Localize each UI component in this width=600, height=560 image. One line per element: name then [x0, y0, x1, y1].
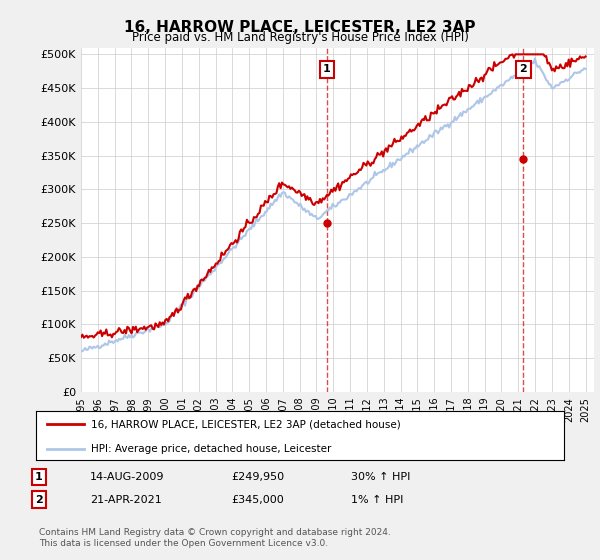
Text: Price paid vs. HM Land Registry's House Price Index (HPI): Price paid vs. HM Land Registry's House … — [131, 31, 469, 44]
Text: 1: 1 — [323, 64, 331, 74]
Text: 1% ↑ HPI: 1% ↑ HPI — [351, 494, 403, 505]
Text: 21-APR-2021: 21-APR-2021 — [90, 494, 162, 505]
Text: 16, HARROW PLACE, LEICESTER, LE2 3AP (detached house): 16, HARROW PLACE, LEICESTER, LE2 3AP (de… — [91, 419, 401, 430]
Text: 30% ↑ HPI: 30% ↑ HPI — [351, 472, 410, 482]
Text: 2: 2 — [35, 494, 43, 505]
Text: HPI: Average price, detached house, Leicester: HPI: Average price, detached house, Leic… — [91, 444, 332, 454]
Text: Contains HM Land Registry data © Crown copyright and database right 2024.
This d: Contains HM Land Registry data © Crown c… — [39, 528, 391, 548]
Text: 16, HARROW PLACE, LEICESTER, LE2 3AP: 16, HARROW PLACE, LEICESTER, LE2 3AP — [124, 20, 476, 35]
Text: 1: 1 — [35, 472, 43, 482]
Text: 2: 2 — [520, 64, 527, 74]
Text: 14-AUG-2009: 14-AUG-2009 — [90, 472, 164, 482]
Text: £249,950: £249,950 — [231, 472, 284, 482]
Text: £345,000: £345,000 — [231, 494, 284, 505]
